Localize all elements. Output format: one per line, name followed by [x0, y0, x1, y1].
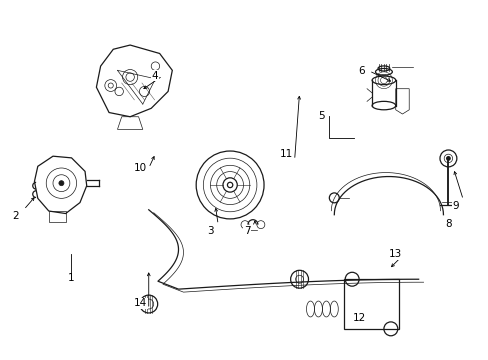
- Text: 6: 6: [357, 66, 364, 76]
- Text: 7: 7: [243, 226, 250, 235]
- Circle shape: [446, 157, 449, 160]
- Text: 5: 5: [317, 111, 324, 121]
- Text: 10: 10: [134, 163, 147, 173]
- Text: 8: 8: [444, 219, 451, 229]
- Text: 3: 3: [206, 226, 213, 235]
- Text: 14: 14: [134, 298, 147, 308]
- Text: 13: 13: [388, 249, 402, 260]
- Text: 2: 2: [12, 211, 19, 221]
- Text: 4: 4: [151, 71, 158, 81]
- Bar: [344, 279, 398, 329]
- Text: 9: 9: [451, 201, 458, 211]
- Text: 12: 12: [352, 313, 365, 323]
- Circle shape: [59, 181, 64, 186]
- Text: 1: 1: [68, 273, 75, 283]
- Text: 11: 11: [280, 149, 293, 159]
